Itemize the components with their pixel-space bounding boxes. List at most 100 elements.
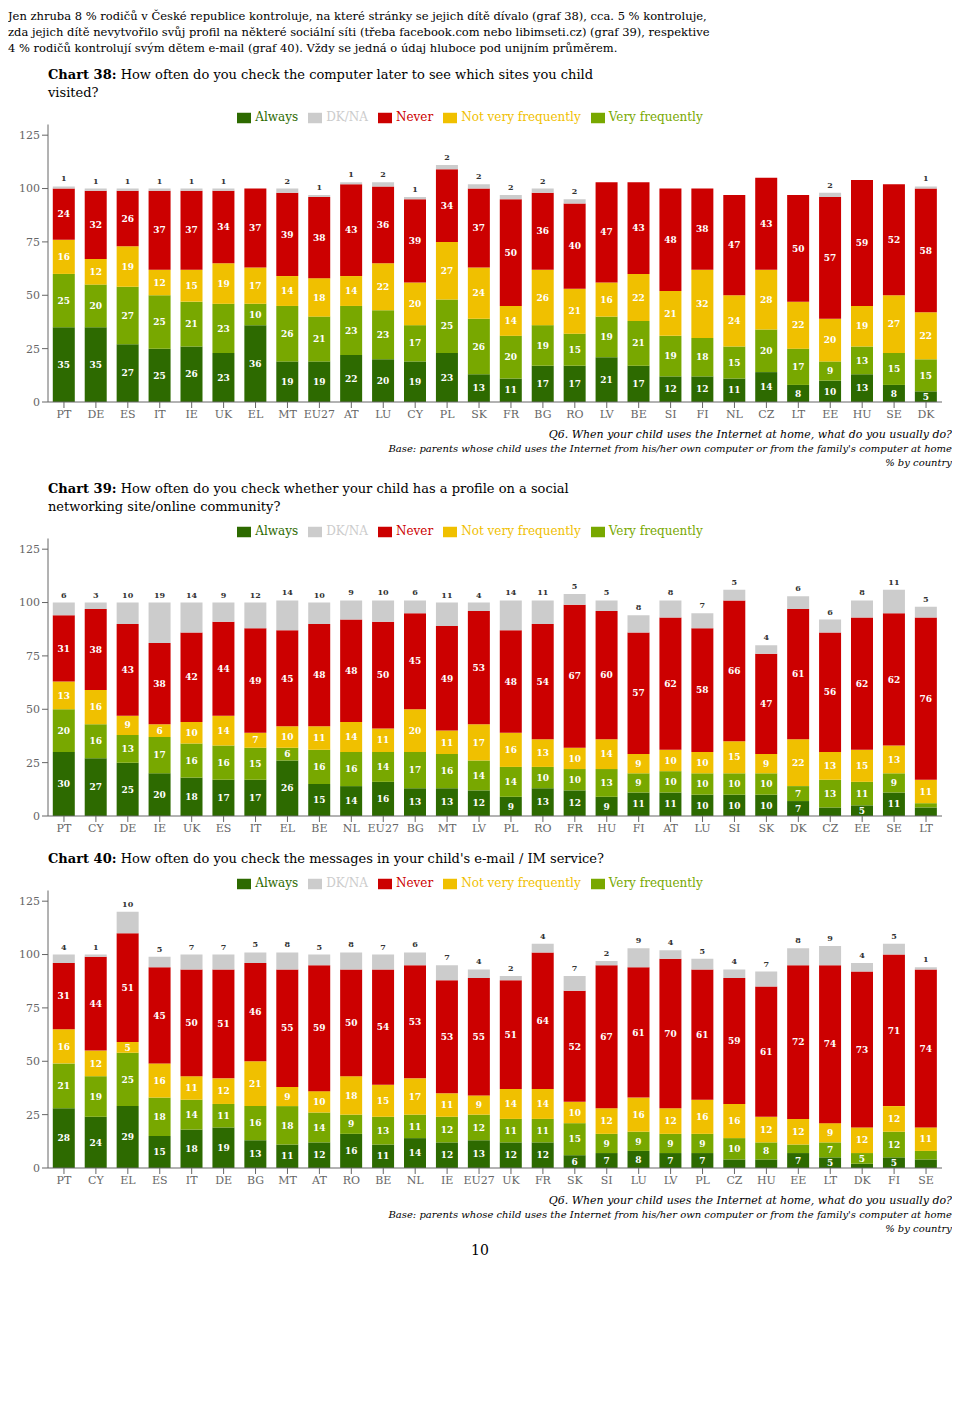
svg-text:6: 6 xyxy=(795,583,801,593)
svg-text:7: 7 xyxy=(795,804,801,814)
svg-text:125: 125 xyxy=(19,543,40,556)
svg-text:BG: BG xyxy=(534,408,551,421)
svg-text:1: 1 xyxy=(221,176,227,186)
svg-text:5: 5 xyxy=(827,1158,833,1168)
svg-text:9: 9 xyxy=(667,1139,673,1149)
svg-text:72: 72 xyxy=(792,1037,805,1047)
svg-text:EU27: EU27 xyxy=(463,1174,494,1187)
svg-text:10: 10 xyxy=(313,1097,326,1107)
svg-text:19: 19 xyxy=(121,262,134,272)
svg-text:24: 24 xyxy=(89,1138,102,1148)
svg-text:PL: PL xyxy=(440,408,455,421)
svg-text:BE: BE xyxy=(311,822,327,835)
svg-text:1: 1 xyxy=(157,176,163,186)
svg-text:10: 10 xyxy=(760,801,773,811)
svg-text:RO: RO xyxy=(534,822,551,835)
svg-text:58: 58 xyxy=(696,685,709,695)
svg-text:125: 125 xyxy=(19,895,40,908)
svg-text:16: 16 xyxy=(345,1146,358,1156)
svg-text:7: 7 xyxy=(572,963,578,973)
svg-text:9: 9 xyxy=(827,933,833,943)
svg-text:SI: SI xyxy=(601,1174,613,1187)
svg-text:8: 8 xyxy=(795,935,801,945)
svg-text:48: 48 xyxy=(345,666,358,676)
svg-text:76: 76 xyxy=(920,694,933,704)
svg-text:21: 21 xyxy=(632,338,645,348)
svg-text:1: 1 xyxy=(93,942,99,952)
svg-text:17: 17 xyxy=(409,338,422,348)
svg-text:LU: LU xyxy=(375,408,391,421)
svg-text:12: 12 xyxy=(313,1150,326,1160)
svg-text:DK: DK xyxy=(918,408,936,421)
svg-text:9: 9 xyxy=(763,759,769,769)
svg-text:8: 8 xyxy=(859,587,865,597)
svg-text:8: 8 xyxy=(668,587,674,597)
svg-text:1: 1 xyxy=(125,176,131,186)
svg-text:10: 10 xyxy=(568,754,581,764)
svg-text:32: 32 xyxy=(696,299,709,309)
svg-text:21: 21 xyxy=(313,334,326,344)
svg-text:9: 9 xyxy=(348,587,354,597)
svg-text:9: 9 xyxy=(603,802,609,812)
svg-text:36: 36 xyxy=(536,226,549,236)
svg-text:61: 61 xyxy=(760,1047,773,1057)
svg-text:10: 10 xyxy=(185,728,198,738)
svg-text:13: 13 xyxy=(856,383,869,393)
svg-text:12: 12 xyxy=(760,1125,773,1135)
svg-text:43: 43 xyxy=(632,223,645,233)
svg-text:9: 9 xyxy=(603,1139,609,1149)
svg-text:2: 2 xyxy=(508,182,514,192)
svg-text:6: 6 xyxy=(827,607,833,617)
svg-text:19: 19 xyxy=(217,279,230,289)
svg-text:10: 10 xyxy=(314,590,326,600)
svg-text:35: 35 xyxy=(58,360,71,370)
svg-text:20: 20 xyxy=(58,726,71,736)
svg-text:20: 20 xyxy=(409,726,422,736)
svg-text:1: 1 xyxy=(348,169,354,179)
svg-text:21: 21 xyxy=(568,306,581,316)
svg-text:50: 50 xyxy=(792,244,805,254)
svg-text:1: 1 xyxy=(923,173,929,183)
svg-text:12: 12 xyxy=(664,384,677,394)
svg-text:25: 25 xyxy=(58,296,71,306)
svg-text:SE: SE xyxy=(886,822,902,835)
svg-text:19: 19 xyxy=(217,1143,230,1153)
svg-text:11: 11 xyxy=(664,799,677,809)
svg-text:12: 12 xyxy=(568,798,581,808)
svg-text:10: 10 xyxy=(664,777,677,787)
svg-text:FI: FI xyxy=(888,1174,900,1187)
svg-text:14: 14 xyxy=(505,777,518,787)
svg-text:14: 14 xyxy=(760,382,773,392)
svg-text:44: 44 xyxy=(217,664,230,674)
svg-text:4: 4 xyxy=(540,931,546,941)
svg-text:9: 9 xyxy=(635,778,641,788)
svg-text:15: 15 xyxy=(920,371,933,381)
svg-text:73: 73 xyxy=(856,1045,869,1055)
svg-text:10: 10 xyxy=(760,779,773,789)
svg-text:5: 5 xyxy=(253,939,259,949)
svg-text:20: 20 xyxy=(409,299,422,309)
svg-text:14: 14 xyxy=(505,1099,518,1109)
svg-text:EE: EE xyxy=(822,408,838,421)
svg-text:1: 1 xyxy=(93,176,99,186)
svg-text:11: 11 xyxy=(409,1122,422,1132)
svg-text:16: 16 xyxy=(249,1118,262,1128)
svg-text:50: 50 xyxy=(26,1055,40,1068)
svg-text:25: 25 xyxy=(26,1109,40,1122)
svg-text:26: 26 xyxy=(536,293,549,303)
svg-text:22: 22 xyxy=(920,331,933,341)
svg-text:18: 18 xyxy=(313,293,326,303)
svg-text:16: 16 xyxy=(632,1110,645,1120)
svg-text:67: 67 xyxy=(568,671,581,681)
svg-text:SI: SI xyxy=(729,822,741,835)
svg-text:13: 13 xyxy=(600,778,613,788)
svg-text:23: 23 xyxy=(345,326,358,336)
svg-text:16: 16 xyxy=(505,745,518,755)
svg-text:62: 62 xyxy=(888,675,901,685)
svg-text:15: 15 xyxy=(568,1134,581,1144)
svg-text:AT: AT xyxy=(662,822,678,835)
svg-text:47: 47 xyxy=(728,240,741,250)
svg-text:LT: LT xyxy=(823,1174,837,1187)
svg-text:39: 39 xyxy=(409,236,422,246)
svg-text:60: 60 xyxy=(600,670,613,680)
